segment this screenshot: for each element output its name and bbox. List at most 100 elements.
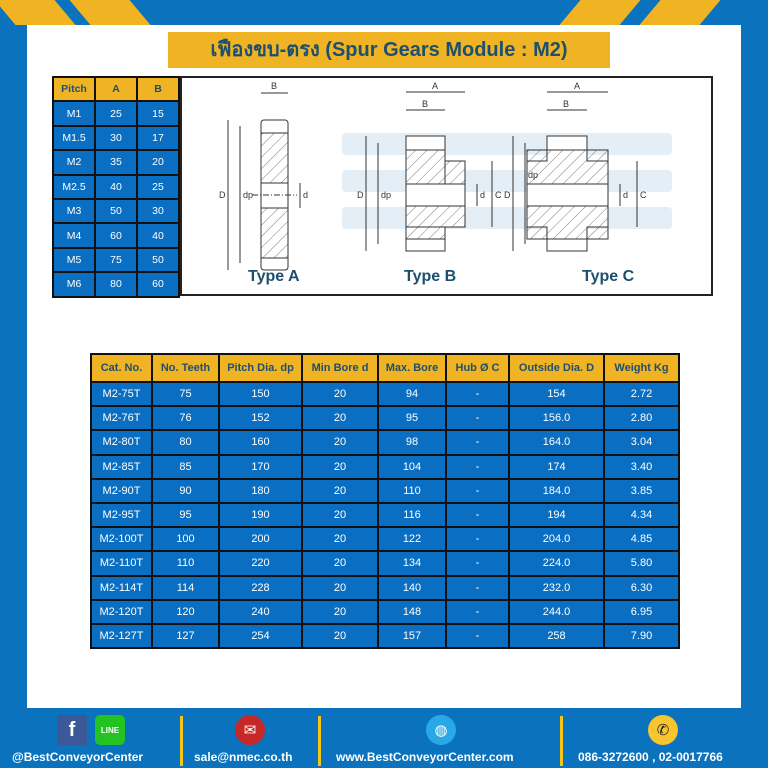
table-cell: 2.80 xyxy=(603,405,680,432)
table-cell: 120 xyxy=(151,598,220,625)
table-cell: - xyxy=(445,477,510,504)
social-handle[interactable]: @BestConveyorCenter xyxy=(12,750,144,764)
table-cell: 154 xyxy=(508,380,605,408)
table-cell: M3 xyxy=(52,197,96,225)
table-cell: 20 xyxy=(136,149,180,176)
website-link[interactable]: www.BestConveyorCenter.com xyxy=(336,750,514,764)
decor-stripe xyxy=(0,0,76,25)
divider xyxy=(560,716,563,766)
table-cell: 134 xyxy=(377,550,447,577)
table-cell: - xyxy=(445,598,510,625)
table-cell: 40 xyxy=(136,222,180,249)
table-cell: 200 xyxy=(218,526,303,553)
pitch-row: M3 50 30 xyxy=(52,197,180,225)
table-row: M2-75T 75 150 20 94-154 2.72 xyxy=(90,380,680,408)
line-icon[interactable]: LINE xyxy=(95,715,125,745)
column-header: Outside Dia. D xyxy=(508,353,605,383)
table-cell: 30 xyxy=(136,197,180,225)
table-row: M2-110T 110 220 20 134-224.0 5.80 xyxy=(90,550,680,577)
table-cell: 160 xyxy=(218,429,303,456)
table-cell: 95 xyxy=(151,501,220,529)
phone-numbers[interactable]: 086-3272600 , 02-0017766 xyxy=(578,750,723,764)
type-b-label: Type B xyxy=(404,268,457,285)
table-cell: 25 xyxy=(94,100,138,127)
table-cell: 232.0 xyxy=(508,574,605,601)
line-icon-label: LINE xyxy=(100,725,120,735)
table-cell: 110 xyxy=(151,550,220,577)
table-cell: 20 xyxy=(301,477,379,504)
table-cell: - xyxy=(445,405,510,432)
phone-icon: ✆ xyxy=(648,715,678,745)
table-cell: 90 xyxy=(151,477,220,504)
dim-label-c: C xyxy=(495,190,502,200)
table-cell: 20 xyxy=(301,453,379,480)
table-cell: 228 xyxy=(218,574,303,601)
table-cell: 258 xyxy=(508,622,605,650)
table-cell: M1.5 xyxy=(52,124,96,152)
table-row: M2-80T 80 160 20 98-164.0 3.04 xyxy=(90,429,680,456)
table-cell: 244.0 xyxy=(508,598,605,625)
table-cell: 4.34 xyxy=(603,501,680,529)
table-cell: 95 xyxy=(377,405,447,432)
email-icon: ✉ xyxy=(235,715,265,745)
table-row: M2-76T 76 152 20 95-156.0 2.80 xyxy=(90,405,680,432)
table-cell: 110 xyxy=(377,477,447,504)
table-cell: - xyxy=(445,453,510,480)
table-row: M2-95T 95 190 20 116-194 4.34 xyxy=(90,501,680,529)
table-cell: M2 xyxy=(52,149,96,176)
column-header: Cat. No. xyxy=(90,353,153,383)
type-a-label: Type A xyxy=(248,268,300,285)
table-cell: 204.0 xyxy=(508,526,605,553)
table-cell: M5 xyxy=(52,246,96,274)
dim-label-a: A xyxy=(432,81,438,91)
table-row: M2-85T 85 170 20 104-174 3.40 xyxy=(90,453,680,480)
type-c-label: Type C xyxy=(582,268,635,285)
dim-label-a: A xyxy=(574,81,580,91)
table-cell: M2-95T xyxy=(90,501,153,529)
table-cell: 94 xyxy=(377,380,447,408)
column-header: Hub Ø C xyxy=(445,353,510,383)
column-header: Pitch xyxy=(52,75,96,103)
divider xyxy=(318,716,321,766)
table-cell: 254 xyxy=(218,622,303,650)
table-cell: M2-100T xyxy=(90,526,153,553)
table-cell: 2.72 xyxy=(603,380,680,408)
table-cell: 3.40 xyxy=(603,453,680,480)
table-cell: 50 xyxy=(94,197,138,225)
table-row: M2-120T 120 240 20 148-244.0 6.95 xyxy=(90,598,680,625)
dim-label-d-bore: d xyxy=(303,190,308,200)
table-row: M2-114T 114 228 20 140-232.0 6.30 xyxy=(90,574,680,601)
table-cell: 220 xyxy=(218,550,303,577)
table-row: M2-100T 100 200 20 122-204.0 4.85 xyxy=(90,526,680,553)
pitch-row: M4 60 40 xyxy=(52,222,180,249)
table-cell: 3.04 xyxy=(603,429,680,456)
dim-label-d-outer: D xyxy=(219,190,226,200)
table-cell: - xyxy=(445,622,510,650)
table-cell: 20 xyxy=(301,405,379,432)
page-title: เฟืองขบ-ตรง (Spur Gears Module : M2) xyxy=(168,32,610,68)
table-cell: M6 xyxy=(52,271,96,298)
table-cell: 20 xyxy=(301,380,379,408)
table-cell: - xyxy=(445,429,510,456)
gear-type-diagram: B D dp d A B D dp d C A B D dp d C Type … xyxy=(180,76,713,296)
table-row: M2-90T 90 180 20 110-184.0 3.85 xyxy=(90,477,680,504)
table-cell: 174 xyxy=(508,453,605,480)
table-cell: M2-90T xyxy=(90,477,153,504)
table-cell: M2-127T xyxy=(90,622,153,650)
table-cell: M2-85T xyxy=(90,453,153,480)
table-cell: 184.0 xyxy=(508,477,605,504)
table-cell: - xyxy=(445,501,510,529)
decor-stripe xyxy=(69,0,151,25)
table-cell: 148 xyxy=(377,598,447,625)
dim-label-d-outer: D xyxy=(504,190,511,200)
email-link[interactable]: sale@nmec.co.th xyxy=(194,750,293,764)
table-cell: 6.95 xyxy=(603,598,680,625)
table-cell: 15 xyxy=(136,100,180,127)
table-cell: 190 xyxy=(218,501,303,529)
decor-stripe xyxy=(559,0,641,25)
table-cell: 20 xyxy=(301,622,379,650)
column-header: Weight Kg xyxy=(603,353,680,383)
facebook-icon[interactable]: f xyxy=(57,715,87,745)
table-cell: 30 xyxy=(94,124,138,152)
table-cell: 20 xyxy=(301,550,379,577)
